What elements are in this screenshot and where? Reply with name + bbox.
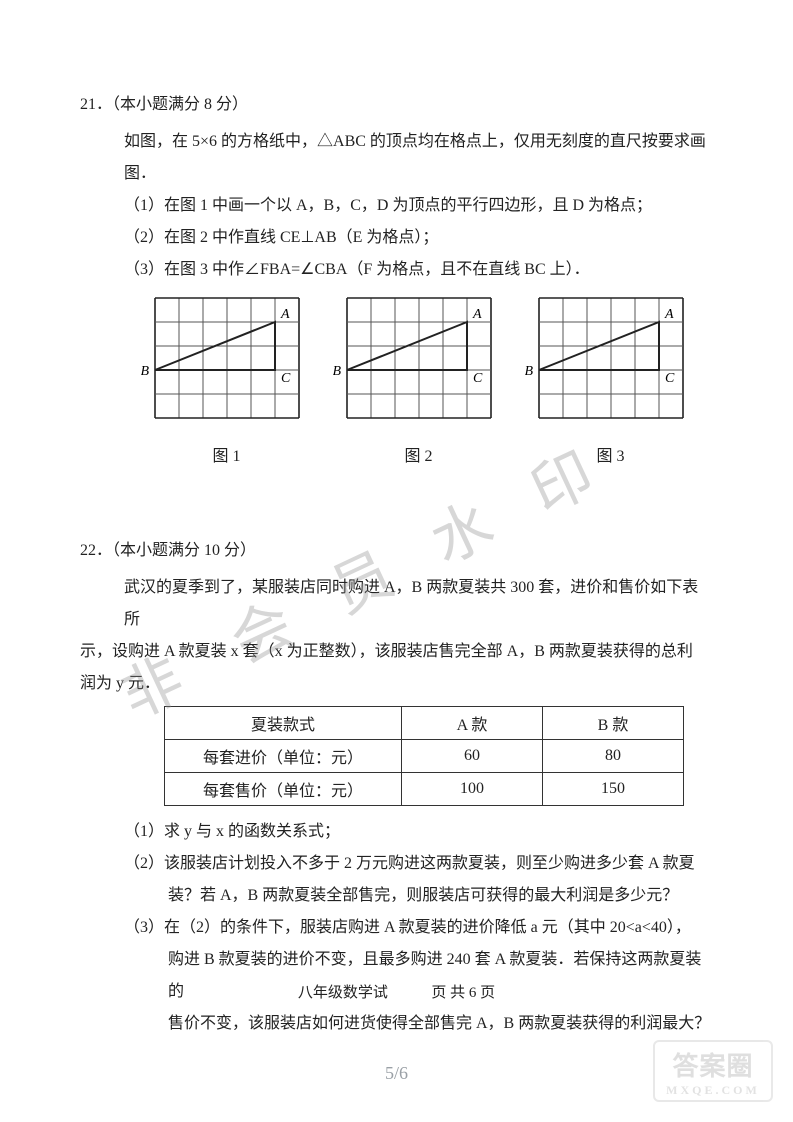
table-cell: 60 — [402, 740, 543, 773]
figure-1-block: A B C 图 1 — [141, 294, 313, 466]
q22-body: 武汉的夏季到了，某服装店同时购进 A，B 两款夏装共 300 套，进价和售价如下… — [124, 572, 713, 1040]
svg-text:C: C — [473, 371, 483, 386]
svg-text:A: A — [472, 307, 482, 322]
q21-part3: （3）在图 3 中作∠FBA=∠CBA（F 为格点，且不在直线 BC 上）． — [124, 254, 713, 286]
table-header-col0: 夏装款式 — [165, 707, 402, 740]
table-cell: 150 — [543, 773, 684, 806]
q21-header: 21．（本小题满分 8 分） — [80, 90, 713, 114]
question-21: 21．（本小题满分 8 分） 如图，在 5×6 的方格纸中，△ABC 的顶点均在… — [80, 90, 713, 466]
table-cell: 80 — [543, 740, 684, 773]
q22-intro-line2: 示，设购进 A 款夏装 x 套（x 为正整数），该服装店售完全部 A，B 两款夏… — [80, 636, 713, 668]
footer-page-number: 5/6 — [0, 1063, 793, 1084]
q22-part3-line1: （3）在（2）的条件下，服装店购进 A 款夏装的进价降低 a 元（其中 20<a… — [124, 912, 713, 944]
table-row: 每套进价（单位：元） 60 80 — [165, 740, 684, 773]
q21-part2: （2）在图 2 中作直线 CE⊥AB（E 为格点）； — [124, 222, 713, 254]
figure-2-block: A B C 图 2 — [333, 294, 505, 466]
figures-row: A B C 图 1 A B C 图 2 A B C 图 3 — [124, 294, 713, 466]
question-22: 22．（本小题满分 10 分） 武汉的夏季到了，某服装店同时购进 A，B 两款夏… — [80, 536, 713, 1040]
table-row: 每套售价（单位：元） 100 150 — [165, 773, 684, 806]
q21-intro: 如图，在 5×6 的方格纸中，△ABC 的顶点均在格点上，仅用无刻度的直尺按要求… — [124, 126, 713, 190]
q22-part2-line1: （2）该服装店计划投入不多于 2 万元购进这两款夏装，则至少购进多少套 A 款夏 — [124, 848, 713, 880]
table-header-col1: A 款 — [402, 707, 543, 740]
figure-3: A B C — [525, 294, 697, 436]
figure-2-label: 图 2 — [333, 442, 505, 466]
svg-text:B: B — [333, 364, 341, 379]
figure-3-label: 图 3 — [525, 442, 697, 466]
corner-watermark-sub: MXQE.COM — [661, 1083, 765, 1098]
q22-part2-line2: 装？若 A，B 两款夏装全部售完，则服装店可获得的最大利润是多少元？ — [168, 880, 713, 912]
table-cell: 100 — [402, 773, 543, 806]
svg-text:B: B — [141, 364, 149, 379]
q22-intro-line1: 武汉的夏季到了，某服装店同时购进 A，B 两款夏装共 300 套，进价和售价如下… — [124, 572, 713, 636]
q21-body: 如图，在 5×6 的方格纸中，△ABC 的顶点均在格点上，仅用无刻度的直尺按要求… — [124, 126, 713, 466]
table-row: 夏装款式 A 款 B 款 — [165, 707, 684, 740]
q22-table: 夏装款式 A 款 B 款 每套进价（单位：元） 60 80 每套售价（单位：元）… — [164, 706, 684, 806]
footer-paper-info: 八年级数学试 页 共 6 页 — [0, 981, 793, 1002]
q21-part1: （1）在图 1 中画一个以 A，B，C，D 为顶点的平行四边形，且 D 为格点； — [124, 190, 713, 222]
svg-text:B: B — [525, 364, 533, 379]
svg-text:A: A — [664, 307, 674, 322]
svg-text:A: A — [280, 307, 290, 322]
q22-intro-line3: 润为 y 元． — [80, 668, 713, 700]
table-cell: 每套进价（单位：元） — [165, 740, 402, 773]
footer-blurred-region — [392, 987, 428, 1001]
footer-prefix: 八年级数学试 — [298, 985, 388, 1001]
table-cell: 每套售价（单位：元） — [165, 773, 402, 806]
figure-2: A B C — [333, 294, 505, 436]
figure-1: A B C — [141, 294, 313, 436]
figure-3-block: A B C 图 3 — [525, 294, 697, 466]
q22-header: 22．（本小题满分 10 分） — [80, 536, 713, 560]
svg-text:C: C — [281, 371, 291, 386]
footer-suffix: 页 共 6 页 — [431, 985, 495, 1001]
q22-part3-line3: 售价不变，该服装店如何进货使得全部售完 A，B 两款夏装获得的利润最大？ — [168, 1008, 713, 1040]
table-header-col2: B 款 — [543, 707, 684, 740]
page: 21．（本小题满分 8 分） 如图，在 5×6 的方格纸中，△ABC 的顶点均在… — [0, 0, 793, 1122]
q22-part1: （1）求 y 与 x 的函数关系式； — [124, 816, 713, 848]
figure-1-label: 图 1 — [141, 442, 313, 466]
svg-text:C: C — [665, 371, 675, 386]
